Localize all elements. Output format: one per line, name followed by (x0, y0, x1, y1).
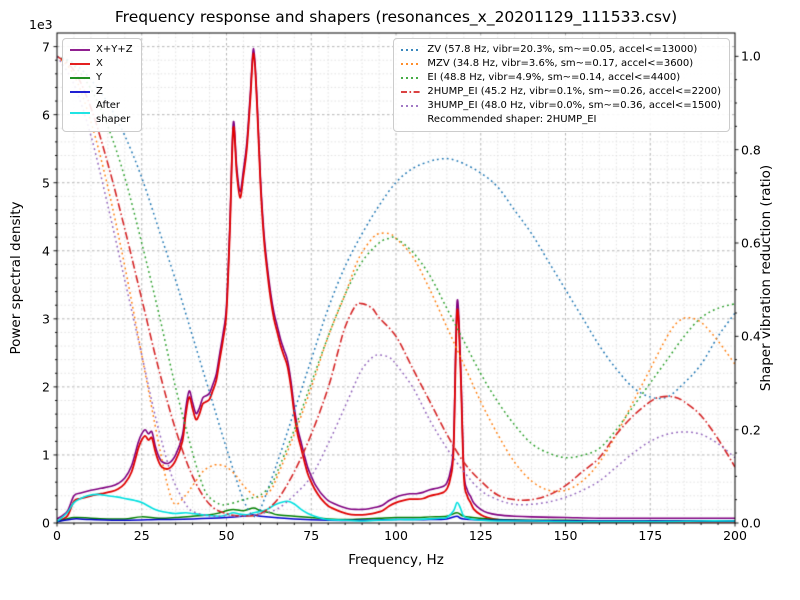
legend-line-sample-icon (70, 91, 90, 93)
legend-label: ZV (57.8 Hz, vibr=20.3%, sm~=0.05, accel… (427, 44, 698, 55)
x-tick-label: 200 (723, 528, 747, 543)
legend-label: 3HUMP_EI (48.0 Hz, vibr=0.0%, sm~=0.36, … (427, 100, 721, 111)
legend-label: Recommended shaper: 2HUMP_EI (427, 114, 597, 125)
psd-legend-item: X (69, 57, 133, 71)
y-left-tick-label: 2 (42, 379, 50, 395)
y-right-tick-label: 1.0 (741, 48, 761, 64)
legend-label: X+Y+Z (96, 44, 133, 55)
y-right-tick-label: 0.4 (741, 328, 761, 344)
legend-label: Y (96, 72, 103, 83)
legend-label: EI (48.8 Hz, vibr=4.9%, sm~=0.14, accel<… (427, 72, 681, 83)
legend-line-sample-icon (70, 63, 90, 65)
y-axis-label-right: Shaper vibration reduction (ratio) (758, 164, 774, 392)
legend-line-sample-icon (70, 77, 90, 79)
y-right-tick-label: 0.2 (741, 422, 761, 438)
legend-label: Z (96, 86, 103, 97)
y-right-tick-label: 0.8 (741, 142, 761, 158)
y-axis-label-left: Power spectral density (8, 201, 24, 355)
legend-label: MZV (34.8 Hz, vibr=3.6%, sm~=0.17, accel… (427, 58, 694, 69)
legend-label: X (96, 58, 103, 69)
y-axis-scale-multiplier: 1e3 (29, 17, 53, 32)
shaper-legend: ZV (57.8 Hz, vibr=20.3%, sm~=0.05, accel… (393, 38, 730, 132)
shaper-legend-item: ZV (57.8 Hz, vibr=20.3%, sm~=0.05, accel… (400, 43, 721, 57)
legend-line-sample-icon (70, 112, 90, 114)
y-left-tick-label: 6 (42, 107, 50, 123)
shaper-legend-item: EI (48.8 Hz, vibr=4.9%, sm~=0.14, accel<… (400, 71, 721, 85)
x-tick-label: 125 (468, 528, 493, 543)
x-tick-label: 50 (218, 528, 235, 543)
x-tick-label: 75 (303, 528, 320, 543)
y-right-tick-label: 0.0 (741, 515, 761, 531)
y-left-tick-label: 5 (42, 175, 50, 191)
legend-label: 2HUMP_EI (45.2 Hz, vibr=0.1%, sm~=0.26, … (427, 86, 721, 97)
psd-legend: X+Y+Z X Y Z After shaper (62, 38, 142, 132)
shaper-legend-item: MZV (34.8 Hz, vibr=3.6%, sm~=0.17, accel… (400, 57, 721, 71)
y-left-tick-label: 4 (42, 243, 50, 259)
shaper-legend-item: Recommended shaper: 2HUMP_EI (400, 113, 721, 127)
legend-spacer (400, 114, 422, 126)
shaper-legend-item: 3HUMP_EI (48.0 Hz, vibr=0.0%, sm~=0.36, … (400, 99, 721, 113)
legend-line-sample-icon (401, 49, 422, 51)
chart-title: Frequency response and shapers (resonanc… (114, 8, 678, 26)
x-tick-label: 100 (384, 528, 408, 543)
legend-line-sample-icon (401, 77, 422, 79)
shaper-legend-item: 2HUMP_EI (45.2 Hz, vibr=0.1%, sm~=0.26, … (400, 85, 721, 99)
y-left-tick-label: 1 (42, 447, 50, 463)
x-tick-label: 25 (133, 528, 150, 543)
legend-line-sample-icon (401, 63, 422, 65)
legend-line-sample-icon (401, 105, 422, 107)
x-axis-label: Frequency, Hz (348, 552, 444, 568)
legend-label: After shaper (96, 100, 131, 125)
y-left-tick-label: 3 (42, 311, 50, 327)
psd-legend-item: Z (69, 85, 133, 99)
psd-legend-item: Y (69, 71, 133, 85)
legend-line-sample-icon (70, 49, 90, 51)
x-tick-label: 175 (638, 528, 663, 543)
y-left-tick-label: 7 (42, 39, 50, 55)
y-left-tick-label: 0 (42, 515, 50, 531)
x-tick-label: 0 (53, 528, 61, 543)
psd-legend-item: After shaper (69, 99, 133, 127)
y-right-tick-label: 0.6 (741, 235, 761, 251)
psd-legend-item: X+Y+Z (69, 43, 133, 57)
legend-line-sample-icon (401, 91, 422, 93)
x-tick-label: 150 (553, 528, 578, 543)
